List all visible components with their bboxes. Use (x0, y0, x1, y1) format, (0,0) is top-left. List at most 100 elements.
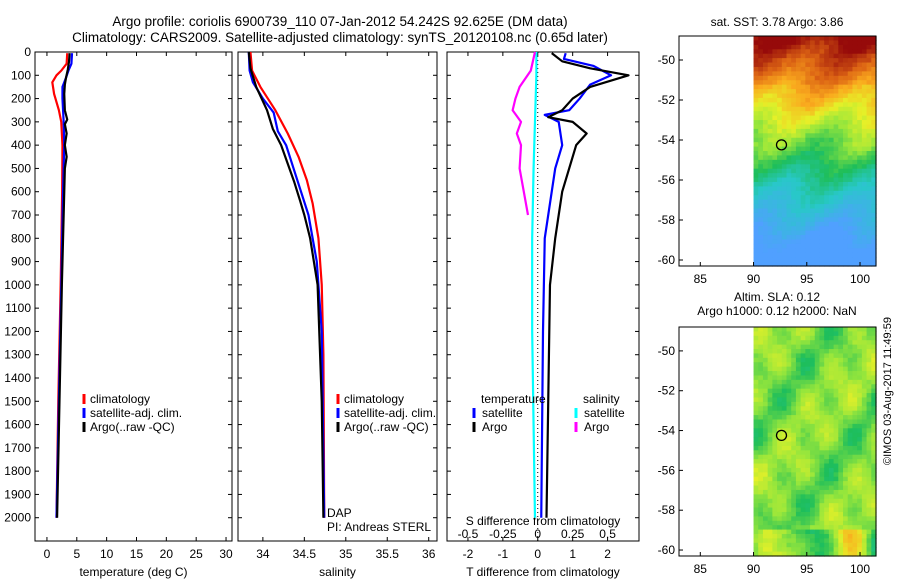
map-cell (866, 252, 872, 258)
y-tick-label: 1600 (4, 418, 31, 432)
map-cell (824, 498, 830, 504)
map-cell (819, 529, 825, 535)
map-cell (753, 106, 759, 112)
map-cell (758, 415, 764, 421)
map-cell (781, 243, 788, 249)
map-cell (767, 199, 773, 205)
map-cell (847, 349, 854, 355)
map-cell (810, 89, 816, 95)
map-cell (871, 366, 877, 372)
map-cell (847, 80, 854, 86)
map-cell (753, 93, 759, 99)
map-cell (871, 204, 877, 210)
map-cell (777, 248, 783, 254)
map-cell (847, 261, 854, 267)
map-cell (828, 239, 835, 245)
map-cell (758, 120, 764, 126)
map-cell (852, 146, 858, 152)
map-cell (753, 529, 759, 535)
map-cell (767, 450, 773, 456)
map-cell (861, 102, 868, 108)
map-cell (772, 111, 778, 117)
map-cell (767, 190, 773, 196)
map-cell (777, 115, 783, 121)
map-cell (758, 375, 764, 381)
map-cell (833, 230, 839, 236)
map-cell (852, 115, 858, 121)
map-cell (791, 208, 797, 214)
map-cell (758, 366, 764, 372)
map-cell (828, 401, 835, 407)
map-cell (786, 485, 792, 491)
map-cell (819, 467, 825, 473)
map-cell (852, 97, 858, 103)
map-cell (828, 428, 835, 434)
map-cell (814, 525, 821, 531)
map-cell (772, 533, 778, 539)
map-cell (833, 106, 839, 112)
map-cell (777, 235, 783, 241)
map-cell (753, 511, 759, 517)
map-cell (847, 450, 854, 456)
map-cell (795, 62, 802, 68)
map-cell (786, 102, 792, 108)
map-cell (819, 507, 825, 513)
map-cell (814, 71, 821, 77)
map-cell (772, 120, 778, 126)
map-cell (814, 467, 821, 473)
map-cell (781, 80, 788, 86)
map-cell (838, 190, 844, 196)
map-cell (791, 199, 797, 205)
map-cell (824, 525, 830, 531)
map-cell (786, 44, 792, 50)
map-cell (843, 441, 849, 447)
map-cell (786, 226, 792, 232)
map-cell (777, 124, 783, 130)
map-cell (758, 261, 764, 267)
map-cell (810, 498, 816, 504)
map-cell (871, 397, 877, 403)
map-cell (786, 357, 792, 363)
map-cell (772, 226, 778, 232)
map-cell (861, 190, 868, 196)
map-cell (762, 66, 769, 72)
map-cell (819, 327, 825, 333)
map-cell (805, 481, 811, 487)
map-cell (767, 173, 773, 179)
map-cell (833, 239, 839, 245)
plot-frame-temperature (34, 51, 233, 542)
map-cell (852, 340, 858, 346)
map-cell (781, 168, 788, 174)
map-cell (824, 538, 830, 544)
map-cell (753, 507, 759, 513)
map-cell (833, 511, 839, 517)
map-cell (843, 115, 849, 121)
map-cell (843, 401, 849, 407)
map-cell (791, 428, 797, 434)
map-cell (777, 71, 783, 77)
map-cell (871, 415, 877, 421)
map-cell (772, 115, 778, 121)
map-cell (762, 472, 769, 478)
map-cell (819, 40, 825, 46)
map-cell (819, 388, 825, 394)
map-cell (833, 111, 839, 117)
map-cell (777, 516, 783, 522)
map-cell (795, 261, 802, 267)
map-cell (852, 463, 858, 469)
map-cell (866, 463, 872, 469)
map-cell (786, 529, 792, 535)
map-cell (781, 40, 788, 46)
map-cell (833, 349, 839, 355)
map-cell (810, 217, 816, 223)
map-cell (758, 168, 764, 174)
map-cell (819, 397, 825, 403)
map-cell (866, 173, 872, 179)
map-cell (758, 551, 764, 557)
map-cell (800, 248, 806, 254)
map-cell (772, 106, 778, 112)
map-cell (777, 410, 783, 416)
map-cell (758, 327, 764, 333)
map-cell (805, 230, 811, 236)
map-cell (791, 551, 797, 557)
